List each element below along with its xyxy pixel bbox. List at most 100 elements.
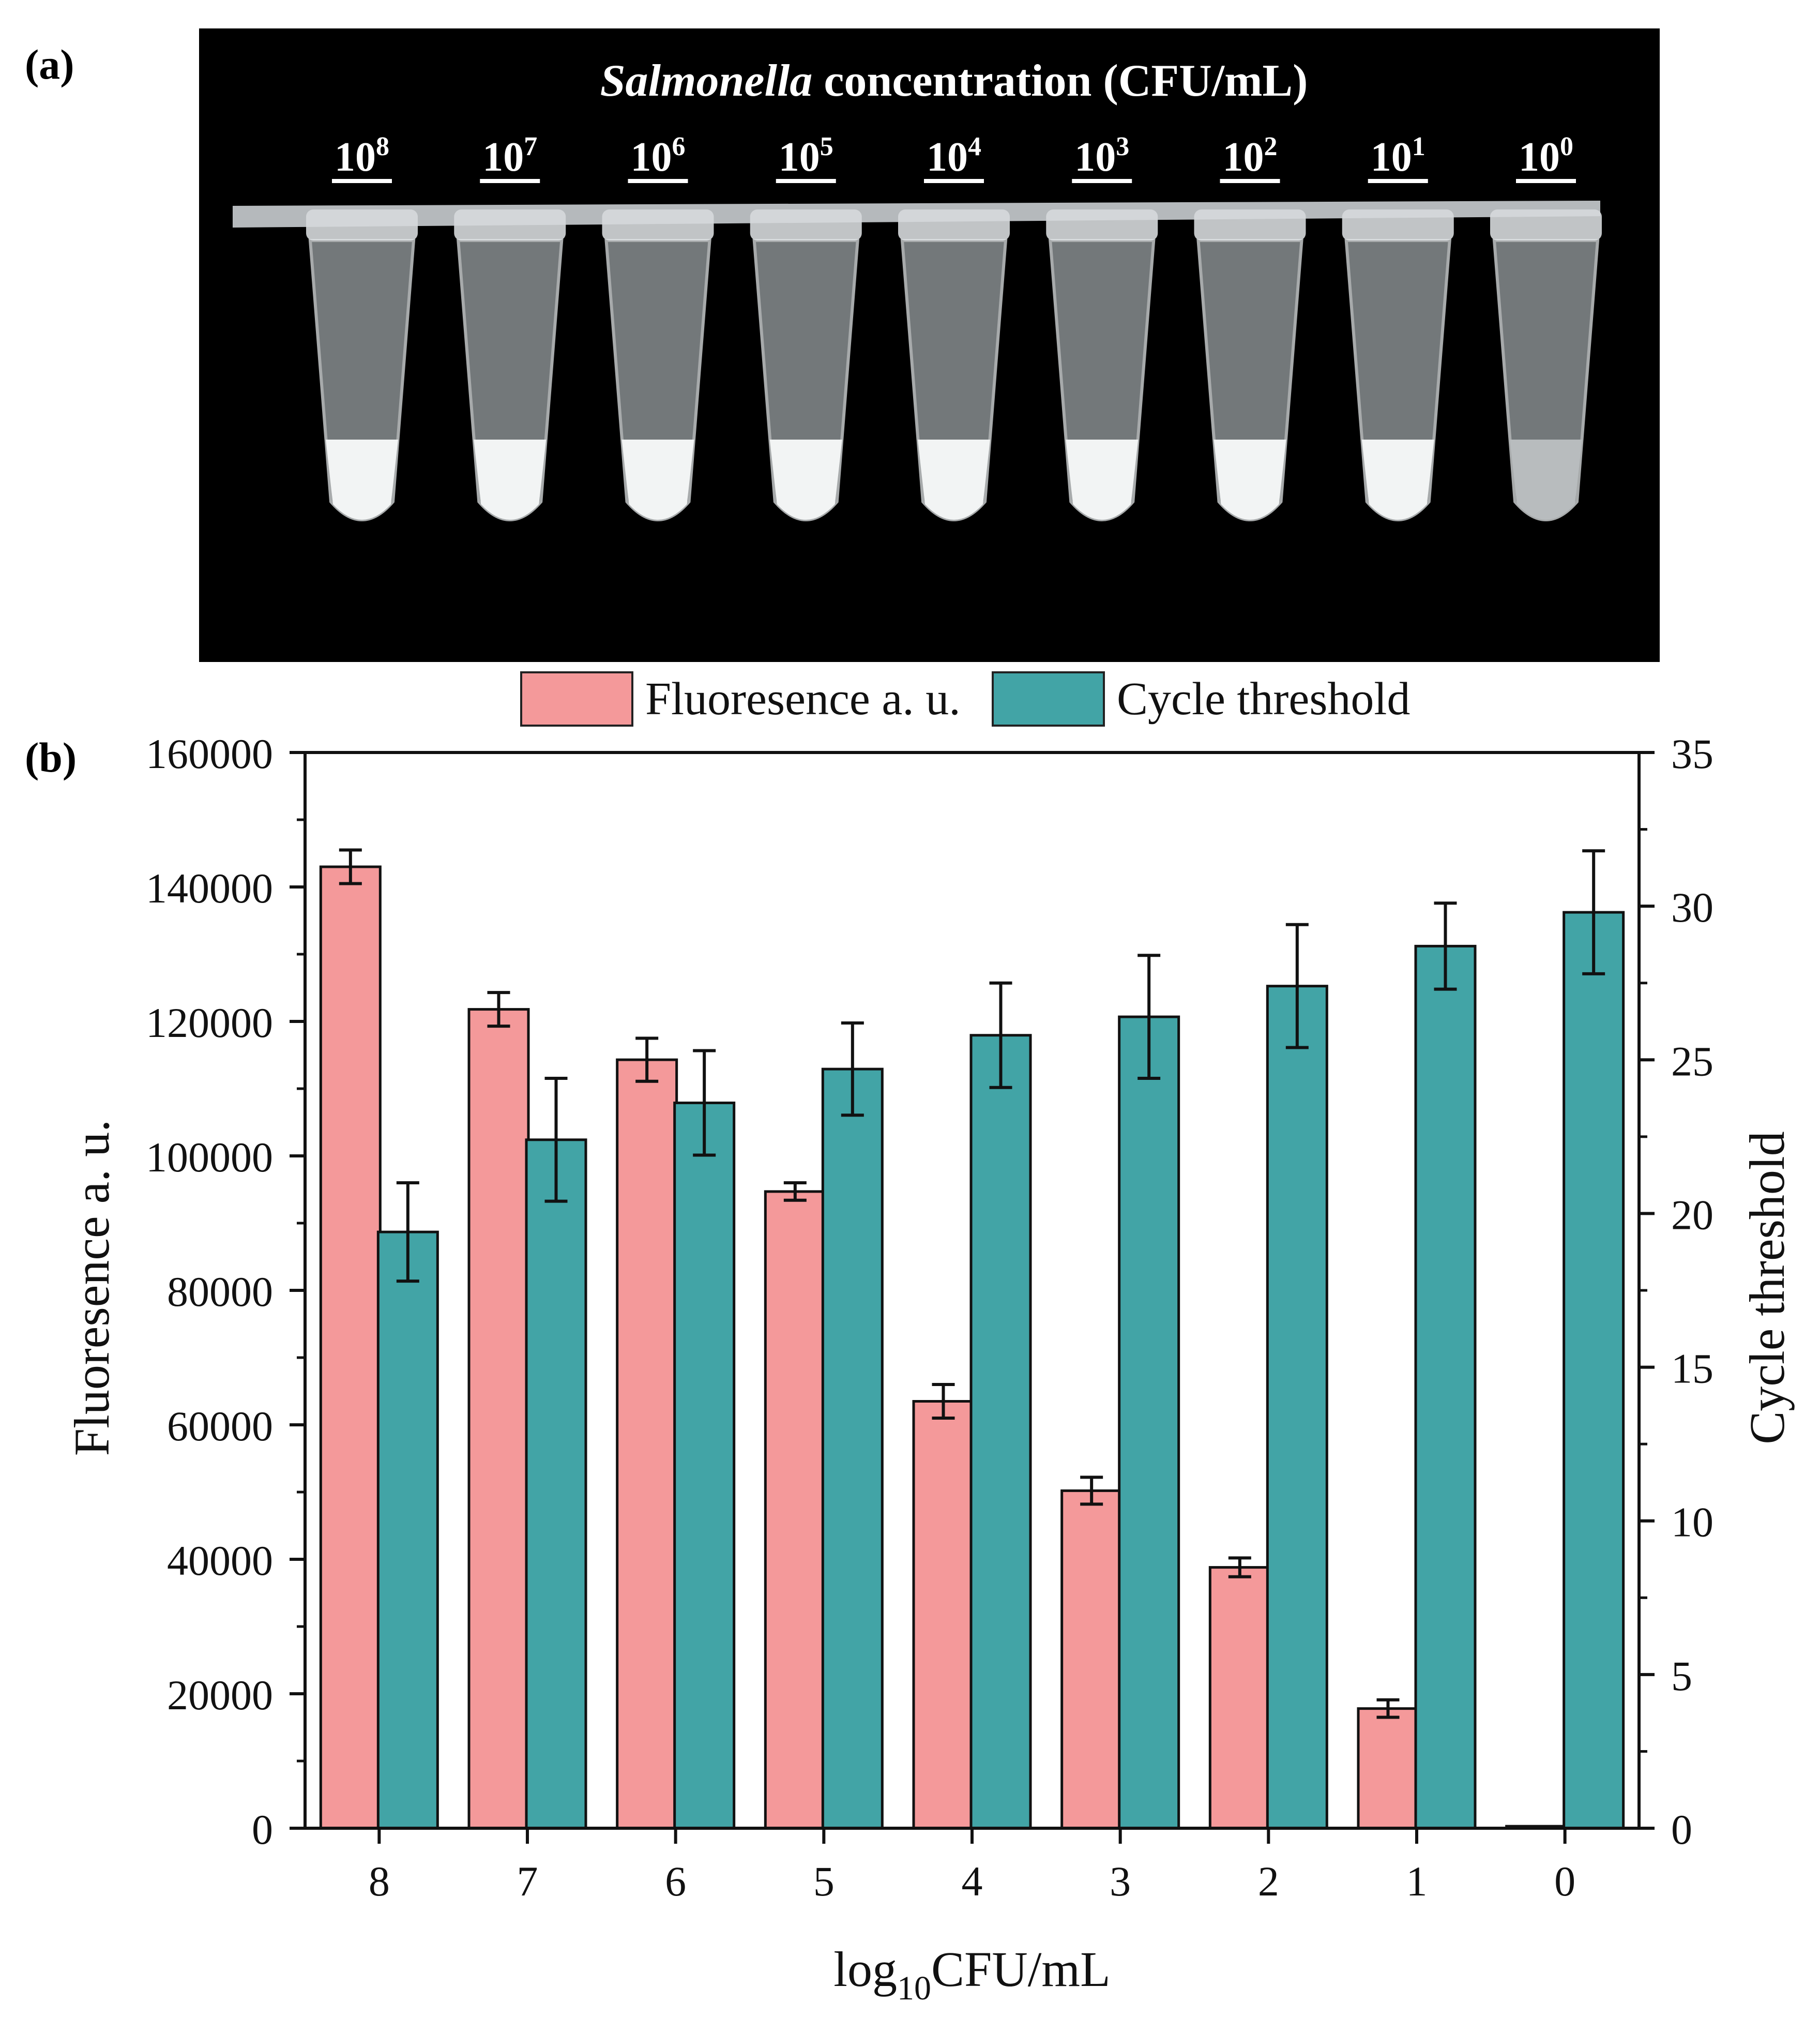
y-right-tick-label: 10 (1671, 1499, 1713, 1546)
y-left-tick-label: 160000 (146, 730, 273, 777)
tube-label-base: 10 (1519, 134, 1560, 180)
error-bar-fluorescence (635, 1036, 659, 1083)
error-bar-cycle-threshold (1582, 849, 1605, 975)
x-axis-title-rest: CFU/mL (931, 1941, 1111, 1997)
axes-layer: 0 20000 40000 60000 80000 100000 120000 140000 1… (146, 730, 1713, 1905)
tube-lid (1194, 209, 1306, 240)
bar-fluorescence (467, 1008, 530, 1830)
tube-lid (454, 209, 566, 240)
error-bar-fluorescence (783, 1181, 807, 1202)
tube-lid (1490, 209, 1602, 240)
y-left-tick-label: 60000 (167, 1403, 273, 1450)
tube-precipitate (474, 440, 547, 520)
tube-lid (306, 209, 418, 240)
error-bar-fluorescence (932, 1383, 955, 1420)
tube-label: 104 (927, 132, 981, 180)
tube-label-exponent: 4 (968, 132, 981, 161)
error-bar-cycle-threshold (841, 1021, 864, 1117)
tube-label-base: 10 (631, 134, 672, 180)
x-tick-label: 2 (1258, 1858, 1279, 1905)
tube-precipitate (1214, 440, 1286, 520)
x-tick-label: 6 (665, 1858, 686, 1905)
tube-photo: Salmonella concentration (CFU/mL) 108 107… (199, 28, 1660, 662)
tube-label-exponent: 3 (1116, 132, 1129, 161)
y-left-tick-label: 140000 (146, 865, 273, 912)
y-right-tick-label: 25 (1671, 1037, 1713, 1085)
tube-label-exponent: 6 (672, 132, 686, 161)
tube-label-base: 10 (1223, 134, 1264, 180)
tube-lid (898, 209, 1010, 240)
x-axis-title-base: log (833, 1941, 897, 1997)
error-bar-cycle-threshold (396, 1181, 419, 1283)
tube-precipitate (621, 440, 694, 520)
x-tick-label: 4 (962, 1858, 983, 1905)
bar-cycle-threshold (1118, 1015, 1180, 1830)
bar-fluorescence (319, 865, 382, 1830)
y-left-tick-label: 80000 (167, 1268, 273, 1315)
error-bar-cycle-threshold (1138, 954, 1161, 1080)
bar-cycle-threshold (525, 1138, 587, 1830)
bar-fluorescence (764, 1190, 826, 1830)
tube-lid (602, 209, 714, 240)
x-tick-label: 8 (369, 1858, 390, 1905)
legend: Fluoresence a. u. Cycle threshold (520, 671, 1410, 727)
tube-lid (750, 209, 862, 240)
y-right-tick-label: 35 (1671, 730, 1713, 777)
bar-cycle-threshold (821, 1067, 884, 1830)
tube-precipitate (1361, 440, 1434, 520)
tube-precipitate (326, 440, 398, 520)
photo-title-italic: Salmonella (600, 56, 813, 106)
error-bar-fluorescence (1228, 1556, 1251, 1578)
tube-precipitate (769, 440, 842, 520)
x-axis-title-sub: 10 (897, 1969, 931, 2007)
legend-label-cycle-threshold: Cycle threshold (1117, 673, 1410, 725)
x-tick-label: 5 (813, 1858, 835, 1905)
y-right-tick-label: 30 (1671, 884, 1713, 931)
x-tick-label: 3 (1110, 1858, 1131, 1905)
y-axis-left-title: Fluoresence a. u. (64, 1120, 119, 1456)
tube-label: 105 (779, 132, 833, 180)
x-tick-label: 0 (1554, 1858, 1575, 1905)
bar-fluorescence (1060, 1489, 1123, 1830)
error-bar-fluorescence (1080, 1476, 1103, 1506)
error-bar-cycle-threshold (1434, 901, 1457, 991)
tube-label-base: 10 (1074, 134, 1116, 180)
y-left-tick-label: 0 (252, 1806, 273, 1853)
bar-fluorescence (1208, 1566, 1271, 1830)
y-right-tick-label: 20 (1671, 1191, 1713, 1238)
legend-swatch-cycle-threshold (992, 671, 1105, 727)
tube-label-base: 10 (779, 134, 820, 180)
tube-label-exponent: 8 (376, 132, 389, 161)
tube-label: 100 (1519, 132, 1573, 180)
tubes-layer: 108 107 106 105 104 103 102 101 100 (306, 132, 1602, 521)
y-axis-right-title: Cycle threshold (1739, 1131, 1795, 1444)
error-bar-fluorescence (339, 848, 362, 885)
tube-label: 103 (1074, 132, 1129, 180)
error-bar-fluorescence (1376, 1698, 1400, 1719)
tube-label-exponent: 7 (524, 132, 537, 161)
panel-a-label: (a) (25, 41, 74, 88)
tube-label: 101 (1371, 132, 1425, 180)
tube-lid (1342, 209, 1454, 240)
tube-precipitate (1066, 440, 1139, 520)
tube-label-base: 10 (927, 134, 968, 180)
tube-label: 108 (335, 132, 389, 180)
legend-label-fluorescence: Fluoresence a. u. (645, 673, 961, 725)
error-bar-cycle-threshold (544, 1076, 568, 1203)
tube-label: 102 (1223, 132, 1278, 180)
y-left-tick-label: 40000 (167, 1537, 273, 1584)
x-tick-label: 1 (1406, 1858, 1428, 1905)
bars-layer (319, 848, 1625, 1830)
tube-label-base: 10 (482, 134, 524, 180)
tube-precipitate (1510, 440, 1582, 520)
error-bar-cycle-threshold (1285, 923, 1309, 1049)
y-left-tick-label: 20000 (167, 1672, 273, 1719)
tube-label-exponent: 5 (820, 132, 833, 161)
y-right-tick-label: 5 (1671, 1652, 1692, 1699)
y-right-tick-label: 15 (1671, 1345, 1713, 1392)
legend-swatch-fluorescence (520, 671, 633, 727)
error-bar-fluorescence (487, 991, 510, 1028)
photo-title-rest: concentration (CFU/mL) (812, 56, 1308, 106)
tube-label: 107 (482, 132, 537, 180)
tube-lid (1046, 209, 1158, 240)
